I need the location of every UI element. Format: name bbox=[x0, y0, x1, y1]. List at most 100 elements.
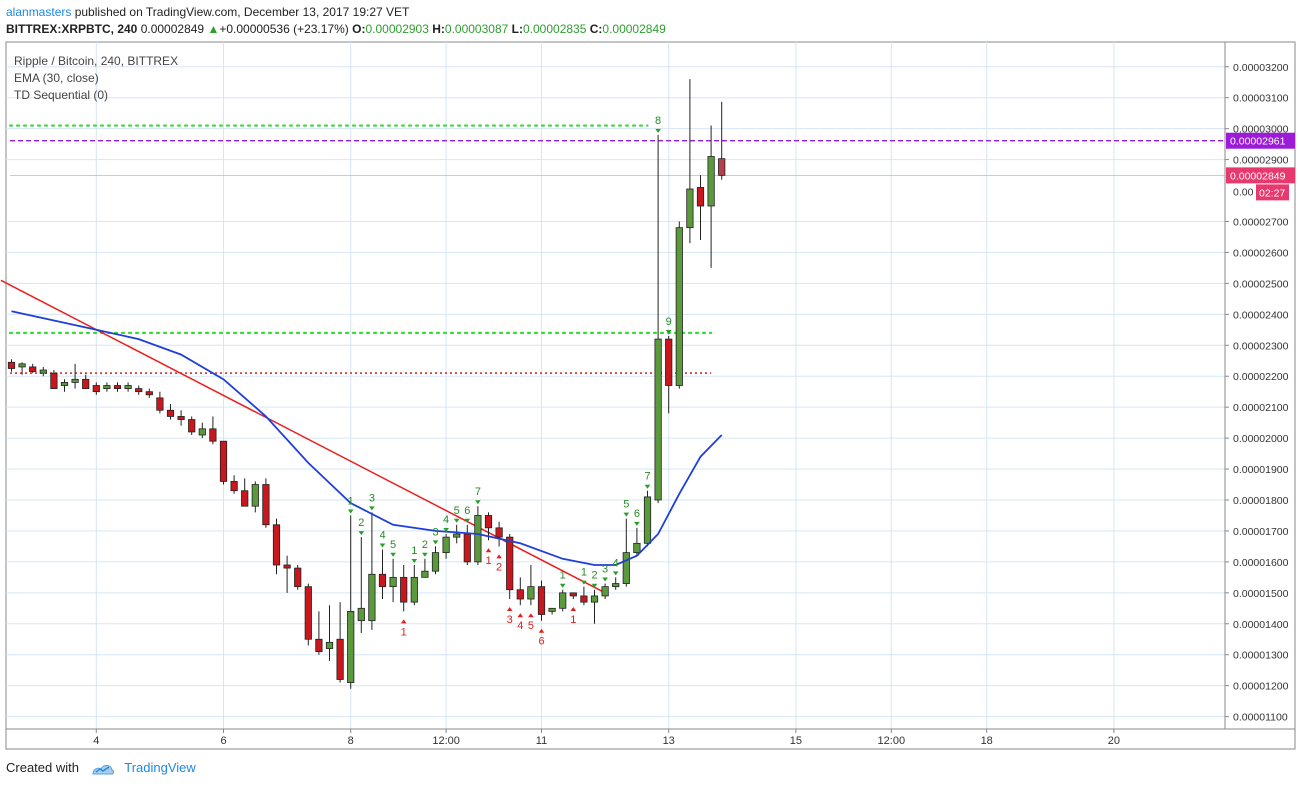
candle-body[interactable] bbox=[400, 576, 408, 603]
x-tick-label: 20 bbox=[1108, 735, 1120, 747]
candle-body[interactable] bbox=[431, 552, 440, 572]
candle-body[interactable] bbox=[378, 573, 387, 588]
price-axis[interactable] bbox=[1224, 41, 1296, 730]
candle-body[interactable] bbox=[7, 361, 16, 369]
candle-body[interactable] bbox=[665, 338, 673, 386]
candle-body[interactable] bbox=[580, 595, 588, 603]
candle-body[interactable] bbox=[421, 570, 429, 578]
candle-body[interactable] bbox=[18, 363, 26, 368]
candle-body[interactable] bbox=[188, 419, 196, 433]
candle-body[interactable] bbox=[442, 536, 450, 554]
candle-body[interactable] bbox=[527, 586, 535, 600]
candle-body[interactable] bbox=[453, 533, 461, 538]
candle-body[interactable] bbox=[633, 542, 641, 554]
candle-body[interactable] bbox=[230, 481, 238, 492]
tradingview-link[interactable]: TradingView bbox=[124, 760, 196, 775]
y-tick-label: 0.00002500 bbox=[1233, 278, 1289, 290]
candle-body[interactable] bbox=[60, 382, 69, 386]
candle-body[interactable] bbox=[283, 564, 291, 569]
td-down-arrow-icon bbox=[422, 552, 428, 557]
candle-body[interactable] bbox=[654, 338, 662, 501]
candle-body[interactable] bbox=[82, 378, 90, 389]
level-purple-label: 0.00002961 bbox=[1230, 136, 1286, 148]
candle-body[interactable] bbox=[548, 607, 556, 612]
candle-body[interactable] bbox=[463, 533, 471, 563]
ohlc-bar: BITTREX:XRPBTC, 240 0.00002849 ▲+0.00000… bbox=[6, 22, 666, 36]
candle-body[interactable] bbox=[50, 372, 58, 389]
candle-body[interactable] bbox=[262, 484, 270, 526]
candle-body[interactable] bbox=[124, 385, 132, 389]
open-value: 0.00002903 bbox=[365, 22, 429, 36]
td-down-arrow-icon bbox=[443, 528, 449, 533]
td-down-arrow-icon bbox=[665, 329, 672, 334]
candle-body[interactable] bbox=[516, 589, 524, 600]
candle-body[interactable] bbox=[325, 641, 334, 649]
candle-body[interactable] bbox=[166, 409, 175, 417]
candle-body[interactable] bbox=[559, 592, 567, 609]
y-tick-label: 0.00001500 bbox=[1233, 588, 1289, 600]
author-link[interactable]: alanmasters bbox=[6, 5, 72, 19]
candle-body[interactable] bbox=[686, 188, 694, 229]
candle-body[interactable] bbox=[643, 496, 652, 544]
ema-line[interactable] bbox=[11, 310, 723, 566]
trendline[interactable] bbox=[0, 279, 606, 594]
td-count-label: 6 bbox=[538, 636, 544, 648]
candle-body[interactable] bbox=[294, 567, 302, 588]
td-down-arrow-icon bbox=[475, 500, 481, 505]
candle-body[interactable] bbox=[29, 366, 37, 372]
candle-body[interactable] bbox=[145, 391, 153, 396]
candle-body[interactable] bbox=[612, 583, 620, 588]
td-count-label: 6 bbox=[634, 508, 640, 520]
candle-body[interactable] bbox=[474, 515, 482, 563]
candle-body[interactable] bbox=[495, 527, 503, 538]
candle-body[interactable] bbox=[304, 586, 312, 640]
candle-body[interactable] bbox=[71, 378, 79, 383]
candle-body[interactable] bbox=[347, 611, 355, 683]
candle-body[interactable] bbox=[92, 385, 100, 393]
td-up-arrow-icon bbox=[528, 613, 534, 618]
publish-text: published on TradingView.com, December 1… bbox=[71, 5, 410, 19]
candle-body[interactable] bbox=[590, 595, 599, 603]
candle-body[interactable] bbox=[272, 524, 281, 566]
candle-body[interactable] bbox=[198, 428, 206, 436]
y-tick-label: 0.00002200 bbox=[1233, 371, 1289, 383]
candle-body[interactable] bbox=[484, 515, 493, 529]
candle-body[interactable] bbox=[410, 576, 418, 603]
time-axis[interactable] bbox=[5, 728, 1296, 750]
candle-body[interactable] bbox=[241, 490, 249, 507]
candle-body[interactable] bbox=[177, 416, 185, 420]
candle-body[interactable] bbox=[506, 536, 514, 591]
candle-body[interactable] bbox=[622, 552, 630, 584]
symbol-label: BITTREX:XRPBTC, 240 bbox=[6, 22, 138, 36]
candle-body[interactable] bbox=[315, 638, 323, 653]
candle-body[interactable] bbox=[368, 573, 376, 622]
candle-body[interactable] bbox=[696, 187, 705, 207]
candle-body[interactable] bbox=[601, 586, 609, 597]
candle-body[interactable] bbox=[357, 607, 365, 622]
candle-body[interactable] bbox=[389, 576, 397, 588]
td-down-arrow-icon bbox=[634, 521, 640, 526]
td-up-arrow-icon bbox=[517, 613, 524, 618]
candle-body[interactable] bbox=[135, 388, 143, 393]
candle-body[interactable] bbox=[103, 385, 111, 389]
candle-body[interactable] bbox=[156, 397, 164, 411]
x-tick-label: 4 bbox=[93, 735, 99, 747]
candle-body[interactable] bbox=[707, 156, 715, 207]
candle-body[interactable] bbox=[219, 440, 228, 482]
td-down-arrow-icon bbox=[453, 518, 460, 523]
td-count-label: 5 bbox=[454, 505, 460, 517]
candle-body[interactable] bbox=[113, 385, 122, 389]
td-count-label: 6 bbox=[464, 505, 470, 517]
candle-body[interactable] bbox=[251, 484, 259, 507]
candle-body[interactable] bbox=[569, 592, 577, 597]
candle-body[interactable] bbox=[209, 428, 217, 442]
legend-line-3: TD Sequential (0) bbox=[14, 88, 108, 102]
candle-body[interactable] bbox=[718, 158, 726, 176]
candle-body[interactable] bbox=[537, 586, 546, 615]
candle-body[interactable] bbox=[675, 227, 683, 386]
candle-body[interactable] bbox=[39, 369, 47, 374]
td-down-arrow-icon bbox=[623, 512, 630, 517]
candle-body[interactable] bbox=[336, 638, 344, 680]
td-count-label: 5 bbox=[390, 539, 396, 551]
